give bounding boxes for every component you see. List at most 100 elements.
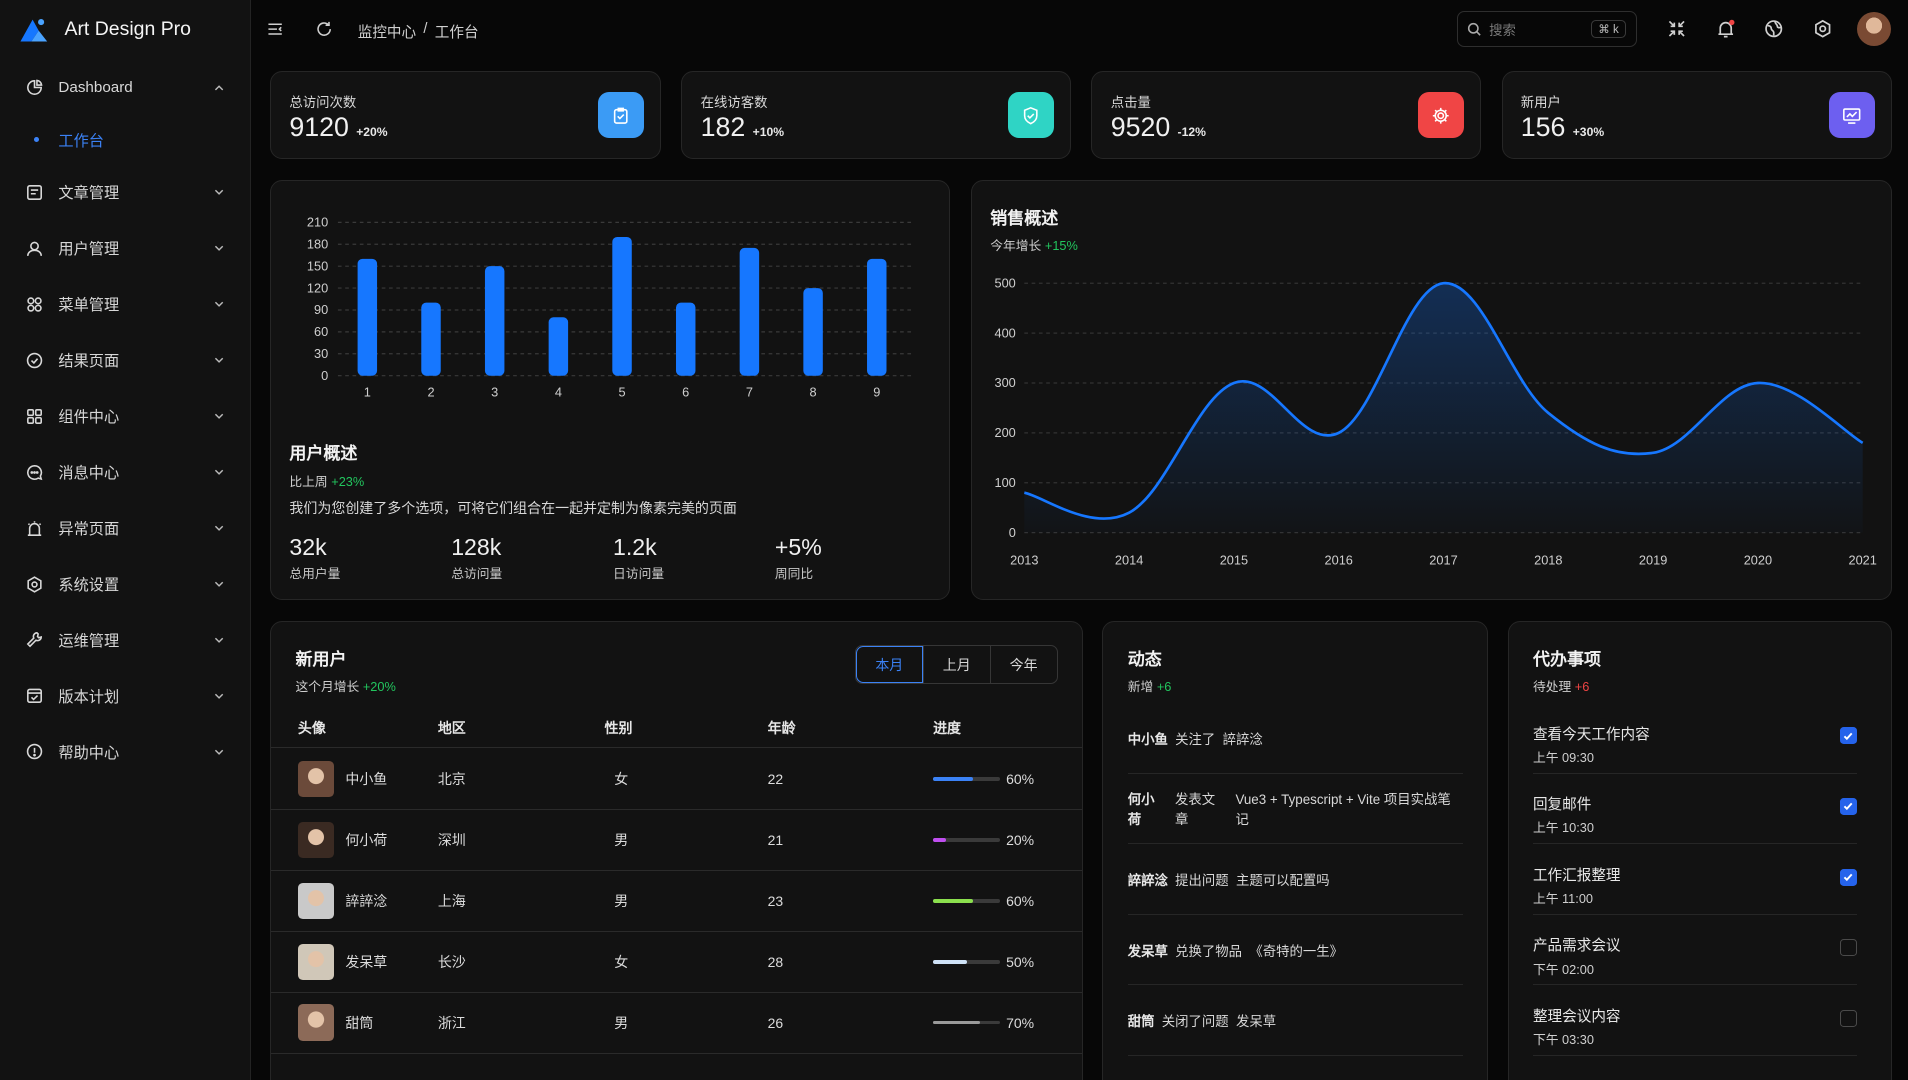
user-name: 甜筒 — [345, 1014, 374, 1031]
metric-label: 总访问量 — [451, 566, 503, 582]
table-row[interactable]: 誶誶淰 上海 男 23 60% — [271, 871, 1082, 932]
bar[interactable] — [485, 266, 505, 376]
todo-item: 查看今天工作内容 上午 09:30 — [1532, 703, 1858, 774]
article-icon — [24, 183, 43, 202]
bar[interactable] — [357, 258, 378, 376]
activity-item[interactable]: 誶誶淰 提出问题 主题可以配置吗 — [1127, 844, 1463, 915]
sidebar-item-system-settings[interactable]: 系统设置 — [0, 556, 250, 612]
gender-cell: 男 — [614, 832, 629, 849]
section-subtitle: 这个月增长 +20% — [295, 676, 395, 695]
stat-title: 总访问次数 — [289, 95, 357, 111]
menu-toggle-icon[interactable] — [265, 19, 284, 38]
bar[interactable] — [548, 317, 569, 376]
activity-user: 中小鱼 — [1127, 731, 1168, 747]
table-row[interactable]: 甜筒 浙江 男 26 70% — [271, 993, 1082, 1054]
activity-user: 何小荷 — [1127, 792, 1155, 828]
y-tick-label: 210 — [307, 215, 328, 230]
table-row[interactable]: 发呆草 长沙 女 28 50% — [271, 932, 1082, 993]
tab-this-month[interactable]: 本月 — [855, 645, 923, 684]
series-line[interactable] — [1024, 281, 1864, 520]
bar[interactable] — [803, 288, 823, 376]
tab-this-year[interactable]: 今年 — [989, 645, 1057, 684]
growth-value: +20% — [362, 678, 396, 694]
chevron-down-icon — [215, 581, 224, 587]
progress-cell: 70% — [933, 993, 1034, 1053]
section-title: 销售概述 — [990, 209, 1059, 229]
checkbox-checked[interactable] — [1840, 868, 1858, 886]
sidebar-item-dashboard[interactable]: Dashboard — [0, 60, 250, 116]
sidebar-item-exceptions[interactable]: 异常页面 — [0, 500, 250, 556]
user-avatar[interactable] — [1856, 12, 1891, 47]
todo-item: 回复邮件 上午 10:30 — [1532, 774, 1858, 845]
table-row[interactable]: 中小鱼 北京 女 22 60% — [271, 749, 1082, 811]
age-cell: 23 — [767, 892, 784, 909]
todo-time: 上午 09:30 — [1532, 749, 1594, 765]
bar[interactable] — [867, 258, 887, 376]
checkbox-unchecked[interactable] — [1840, 1009, 1858, 1027]
stat-value: 9520 -12% — [1111, 112, 1206, 143]
sidebar-item-ops[interactable]: 运维管理 — [0, 612, 250, 668]
settings-gear-icon[interactable] — [1813, 19, 1832, 44]
stat-number: 9120 — [289, 111, 349, 142]
stat-number: 182 — [700, 111, 746, 142]
checkbox-checked[interactable] — [1840, 727, 1858, 745]
metric-label: 日访问量 — [613, 566, 665, 582]
sidebar-item-article[interactable]: 文章管理 — [0, 164, 250, 220]
x-tick-label: 2014 — [1115, 552, 1143, 567]
activity-target: 誶誶淰 — [1222, 731, 1263, 747]
region-cell: 长沙 — [437, 953, 466, 970]
bell-icon[interactable] — [1716, 19, 1735, 44]
section-subtitle: 今年增长 +15% — [990, 235, 1078, 254]
sidebar-item-version-plan[interactable]: 版本计划 — [0, 668, 250, 724]
brand[interactable]: Art Design Pro — [0, 0, 250, 58]
activity-target: 发呆草 — [1235, 1014, 1277, 1030]
search-shortcut: ⌘ k — [1591, 19, 1626, 39]
sidebar-item-users[interactable]: 用户管理 — [0, 220, 250, 276]
progress-bar — [933, 777, 1000, 782]
stat-card-new-users: 新用户 156 +30% — [1501, 70, 1893, 160]
x-tick-label: 5 — [619, 384, 626, 399]
fullscreen-icon[interactable] — [1667, 19, 1686, 44]
sidebar-item-menus[interactable]: 菜单管理 — [0, 276, 250, 332]
x-tick-label: 6 — [682, 384, 689, 399]
tab-last-month[interactable]: 上月 — [922, 645, 990, 684]
sidebar-item-components[interactable]: 组件中心 — [0, 388, 250, 444]
x-tick-label: 2021 — [1848, 552, 1876, 567]
user-metrics: 32k 总用户量 128k 总访问量 1.2k 日访问量 +5% 周同比 — [289, 534, 936, 582]
breadcrumb: 监控中心 / 工作台 — [358, 21, 479, 42]
sidebar-item-help[interactable]: 帮助中心 — [0, 724, 250, 780]
bar[interactable] — [612, 237, 632, 376]
calendar-check-icon — [24, 686, 43, 705]
checkbox-unchecked[interactable] — [1840, 939, 1858, 957]
y-tick-label: 200 — [994, 425, 1015, 440]
checkbox-checked[interactable] — [1840, 797, 1858, 816]
activity-item[interactable]: 发呆草 兑换了物品 《奇特的一生》 — [1127, 915, 1463, 986]
growth-label: 今年增长 — [990, 238, 1042, 254]
active-dot — [34, 137, 39, 143]
metric-total-visits: 128k 总访问量 — [451, 534, 613, 582]
globe-icon[interactable] — [1764, 19, 1783, 44]
user-cell: 誶誶淰 — [297, 871, 387, 931]
sidebar-item-messages[interactable]: 消息中心 — [0, 444, 250, 500]
refresh-icon[interactable] — [314, 19, 333, 38]
todo-header: 代办事项 待处理 +6 — [1533, 645, 1601, 695]
gender-cell: 男 — [614, 1014, 629, 1031]
x-tick-label: 2013 — [1010, 552, 1038, 567]
check-icon — [1844, 803, 1853, 811]
activity-item[interactable]: 何小荷 发表文章 Vue3 + Typescript + Vite 项目实战笔记 — [1127, 774, 1463, 845]
breadcrumb-item[interactable]: 监控中心 — [357, 24, 417, 41]
sidebar: Art Design Pro Dashboard 工作台 文章管理 用户管理 — [0, 0, 251, 1080]
sidebar-item-results[interactable]: 结果页面 — [0, 332, 250, 388]
activity-item[interactable]: 中小鱼 关注了 誶誶淰 — [1127, 703, 1463, 774]
bar[interactable] — [739, 248, 760, 376]
table-row[interactable]: 何小荷 深圳 男 21 20% — [271, 810, 1082, 871]
bar[interactable] — [421, 302, 441, 376]
x-tick-label: 2017 — [1429, 552, 1457, 567]
todo-title: 产品需求会议 — [1532, 938, 1621, 955]
search-input[interactable]: 搜索 ⌘ k — [1456, 10, 1637, 48]
user-overview-header: 用户概述 比上周 +23% 我们为您创建了多个选项，可将它们组合在一起并定制为像… — [289, 439, 737, 518]
sidebar-subitem-workbench[interactable]: 工作台 — [0, 116, 250, 165]
bar[interactable] — [676, 302, 696, 376]
activity-item[interactable]: 甜筒 关闭了问题 发呆草 — [1127, 985, 1463, 1056]
settings-icon — [24, 574, 43, 593]
